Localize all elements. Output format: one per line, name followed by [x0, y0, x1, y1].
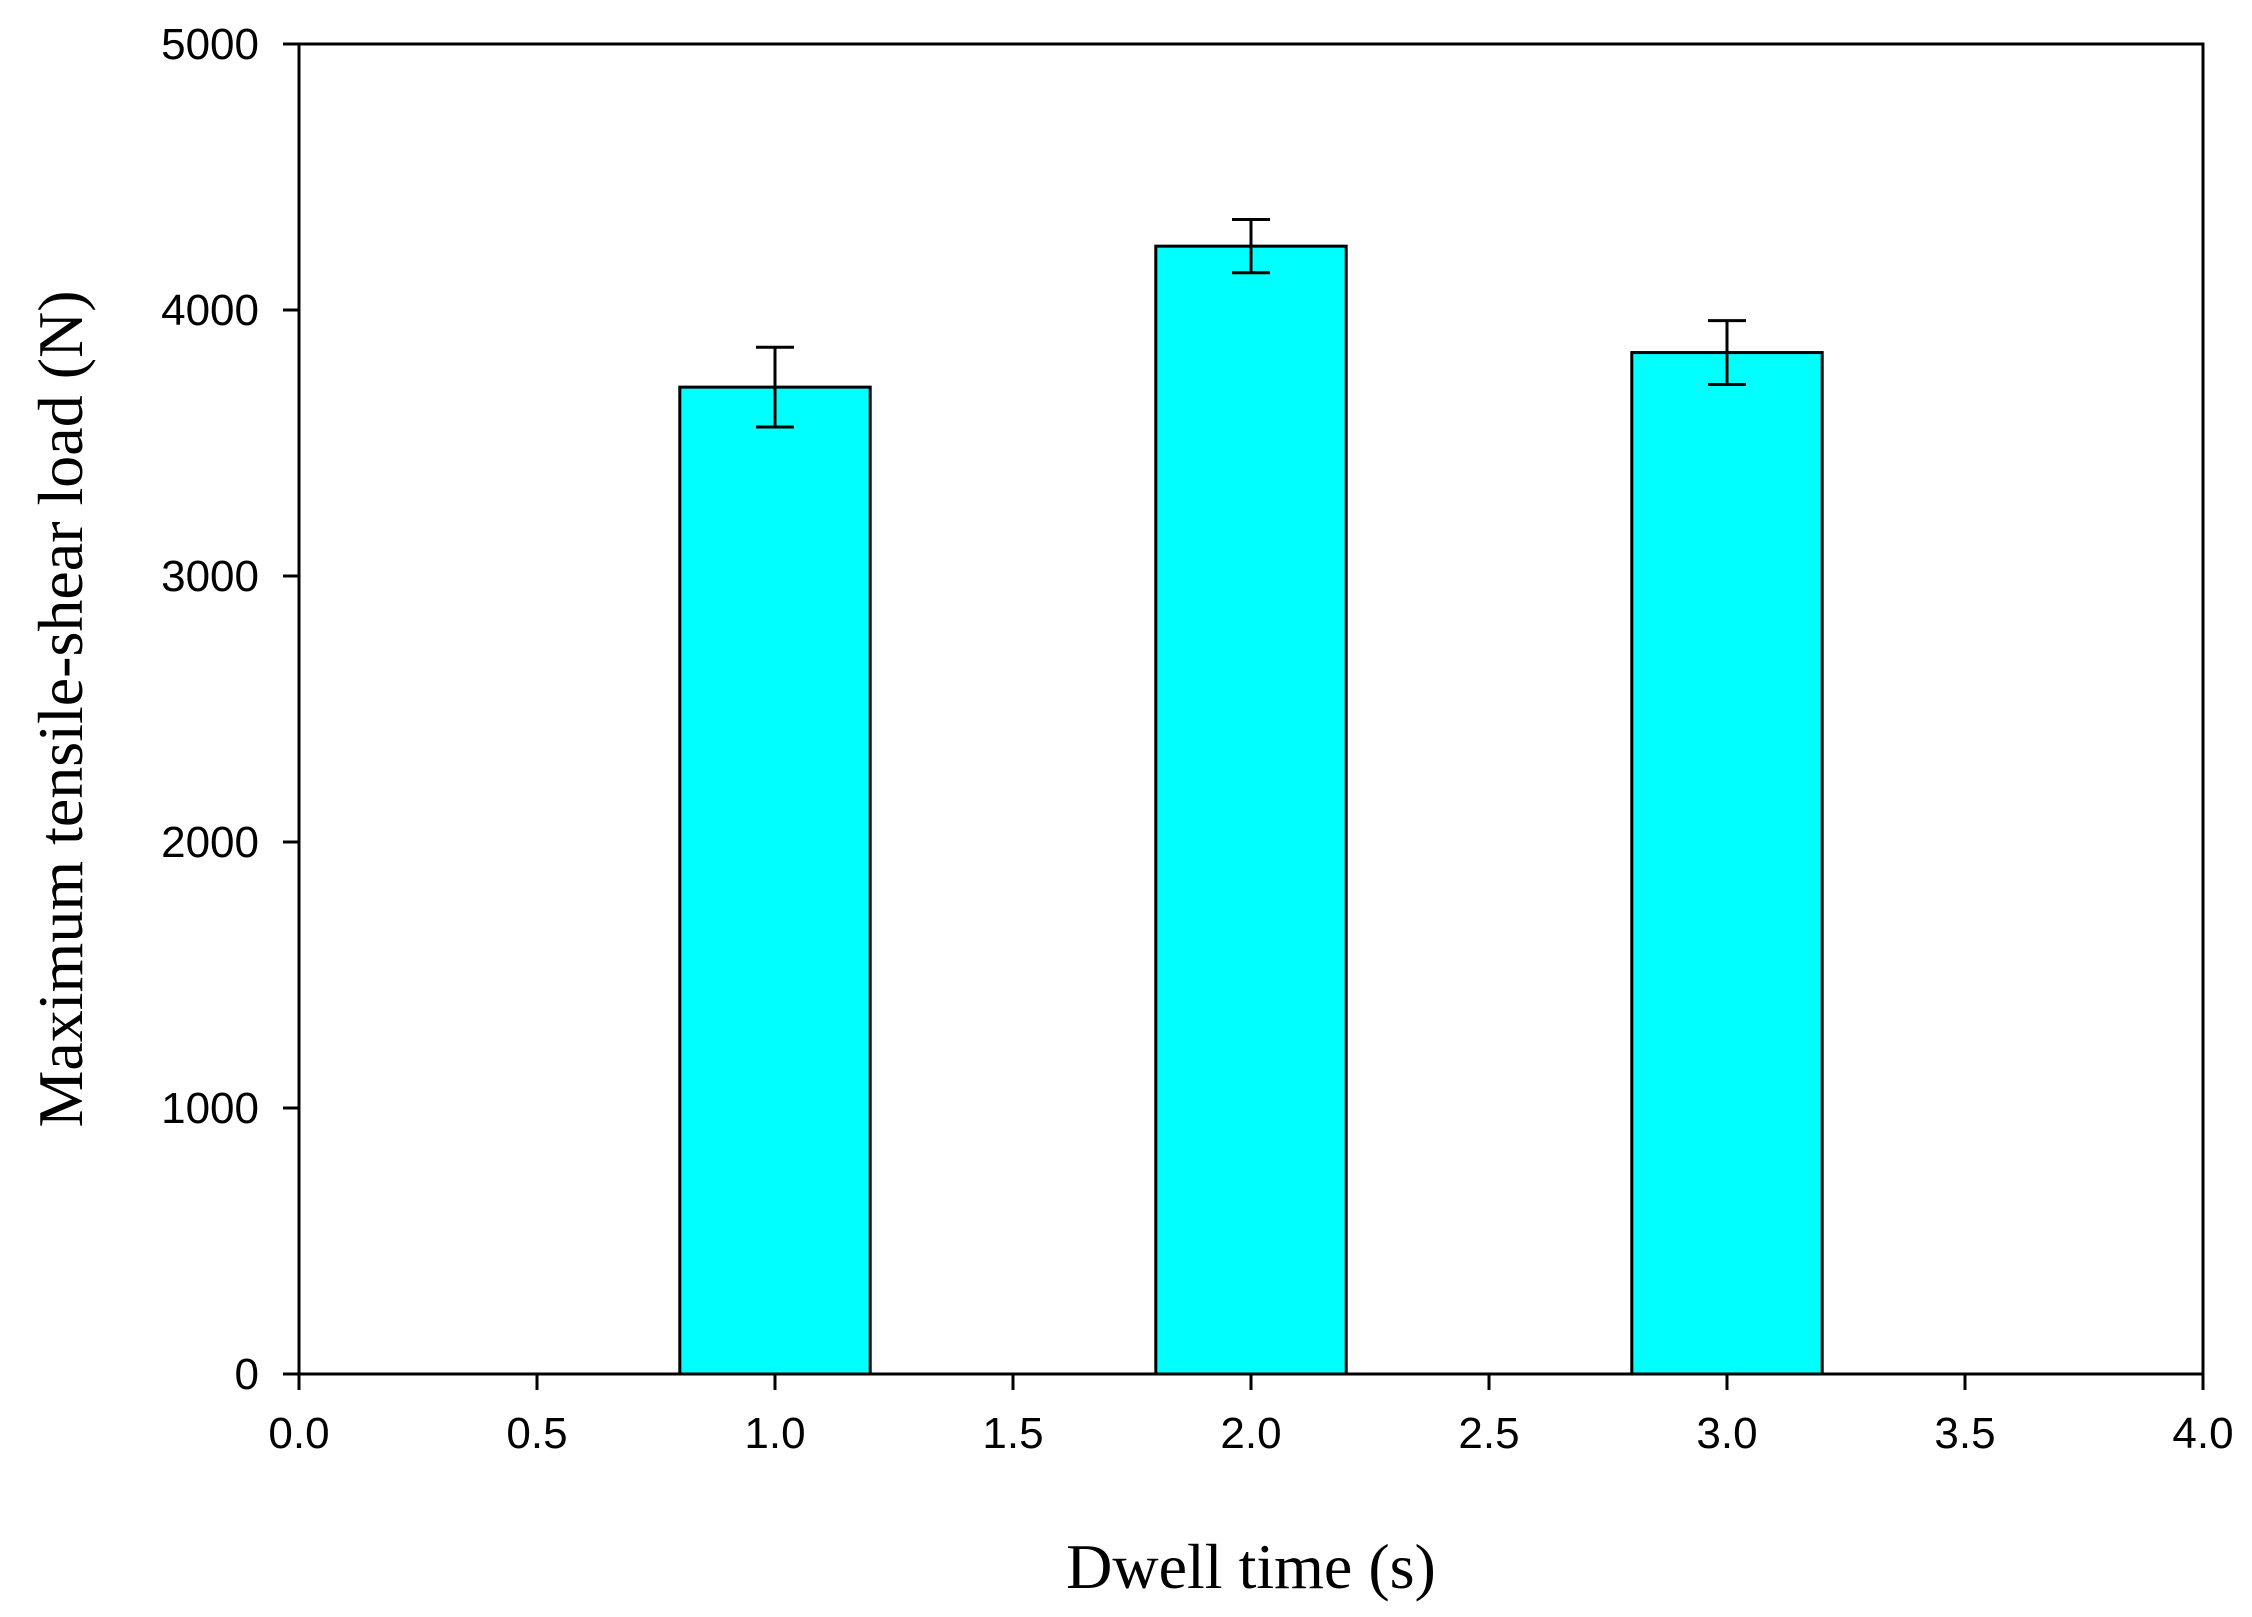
error-bar-1: [756, 345, 794, 429]
x-tick-label: 1.0: [744, 1409, 805, 1458]
x-axis-ticks: 0.0 0.5 1.0 1.5 2.0 2.5 3.0 3.5 4.0: [268, 1374, 2234, 1458]
y-axis-ticks: 0 1000 2000 3000 4000 5000: [161, 20, 299, 1399]
y-tick-label: 2000: [161, 818, 259, 867]
error-bars-layer: [756, 218, 1746, 429]
bars-layer: [678, 244, 1824, 1376]
x-axis-title: Dwell time (s): [1066, 1531, 1436, 1602]
y-tick-label: 4000: [161, 286, 259, 335]
error-bar-3: [1708, 319, 1746, 386]
y-tick-label: 3000: [161, 552, 259, 601]
error-bar-2: [1232, 218, 1270, 275]
y-tick-label: 1000: [161, 1084, 259, 1133]
bar-2: [1154, 244, 1348, 1376]
x-tick-label: 2.0: [1220, 1409, 1281, 1458]
y-tick-label: 5000: [161, 20, 259, 69]
x-tick-label: 3.5: [1934, 1409, 1995, 1458]
x-tick-label: 0.5: [506, 1409, 567, 1458]
x-tick-label: 1.5: [982, 1409, 1043, 1458]
x-tick-label: 4.0: [2172, 1409, 2233, 1458]
x-tick-label: 3.0: [1696, 1409, 1757, 1458]
bar-1: [678, 385, 872, 1376]
bar-3: [1630, 351, 1824, 1376]
y-tick-label: 0: [235, 1350, 259, 1399]
x-tick-label: 2.5: [1458, 1409, 1519, 1458]
y-axis-title: Maximum tensile-shear load (N): [25, 290, 96, 1127]
x-tick-label: 0.0: [268, 1409, 329, 1458]
